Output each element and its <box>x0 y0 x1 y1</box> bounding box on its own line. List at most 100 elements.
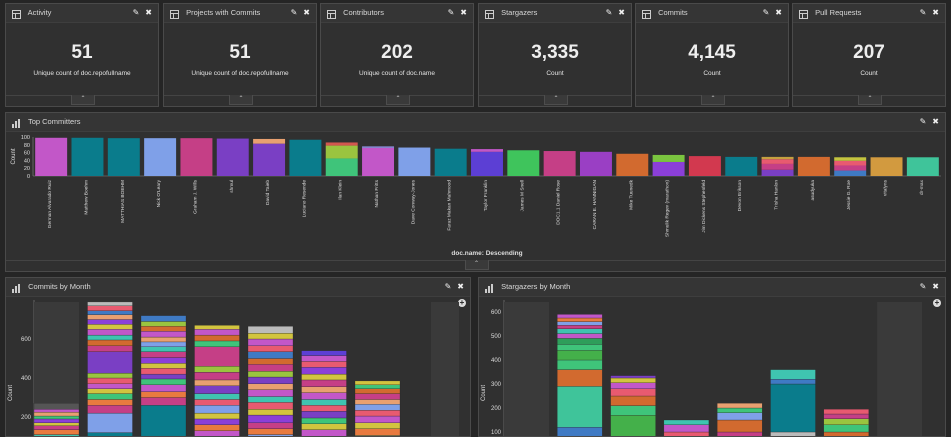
empty-bar-shade <box>504 302 549 436</box>
y-tick-label: 600 <box>491 310 502 316</box>
pencil-icon[interactable]: ✎ <box>291 8 298 17</box>
pencil-icon[interactable]: ✎ <box>606 8 613 17</box>
bar-segment <box>141 337 186 342</box>
y-tick-label: 100 <box>21 135 30 141</box>
chevron-up-icon[interactable]: ⌃ <box>386 95 410 105</box>
bar-segment <box>557 318 602 322</box>
bar-segment <box>141 331 186 337</box>
panel-header: Projects with Commits ✎✖ <box>164 4 316 23</box>
bar-chart-icon <box>485 282 494 291</box>
metric-label: Unique count of doc.repofullname <box>164 70 316 77</box>
metric-label: Count <box>636 70 788 77</box>
bar-segment <box>611 389 656 396</box>
bar-segment <box>834 161 866 166</box>
y-tick-label: 200 <box>21 415 32 421</box>
bar-segment <box>302 361 347 367</box>
panel-title: Stargazers by Month <box>501 282 570 291</box>
bar-segment <box>302 387 347 393</box>
bar-segment <box>302 393 347 400</box>
close-icon[interactable]: ✖ <box>775 8 782 17</box>
bar-segment <box>611 396 656 406</box>
pencil-icon[interactable]: ✎ <box>445 282 452 291</box>
x-tick-label: David Taieb <box>265 180 271 205</box>
metric-panel-activity: Activity ✎ ✖ 51 Unique count of doc.repof… <box>5 3 159 107</box>
chevron-up-icon[interactable]: ⌃ <box>701 95 725 105</box>
x-axis-label: doc.name: Descending <box>451 250 522 257</box>
bar-segment <box>725 157 757 176</box>
bar-segment <box>355 410 400 416</box>
bar-segment <box>355 381 400 385</box>
bar-segment <box>507 150 539 176</box>
pencil-icon[interactable]: ✎ <box>920 8 927 17</box>
close-icon[interactable]: ✖ <box>460 8 467 17</box>
bar-segment <box>34 435 79 436</box>
panel-title: Activity <box>28 8 52 17</box>
x-tick-label: Graham J. Wills <box>192 179 198 213</box>
bar-segment <box>141 379 186 385</box>
bar-segment <box>762 164 794 170</box>
bar-segment <box>557 370 602 387</box>
close-icon[interactable]: ✖ <box>618 8 625 17</box>
close-icon[interactable]: ✖ <box>303 8 310 17</box>
metric-label: Count <box>479 70 631 77</box>
bar-segment <box>88 346 133 352</box>
bar-segment <box>689 156 721 176</box>
close-icon[interactable]: ✖ <box>932 282 939 291</box>
bar-segment <box>88 378 133 384</box>
bar-segment <box>611 376 656 378</box>
bar-segment <box>88 335 133 340</box>
metric-panel-contributors: Contributors ✎✖ 202 Unique count of doc.… <box>320 3 474 107</box>
x-tick-label: Nathan Fritts <box>374 179 380 207</box>
x-tick-label: Jim Dickens Stephenfeld <box>701 180 707 233</box>
bar-segment <box>471 149 503 152</box>
panel-header: Stargazers by Month ✎ ✖ <box>479 278 945 297</box>
pencil-icon[interactable]: ✎ <box>448 8 455 17</box>
panel-title: Contributors <box>343 8 384 17</box>
close-icon[interactable]: ✖ <box>932 117 939 126</box>
bar-segment <box>253 139 285 144</box>
bar-segment <box>717 432 762 436</box>
chevron-up-icon[interactable]: ⌃ <box>544 95 568 105</box>
bar-segment <box>253 144 285 176</box>
chevron-up-icon[interactable]: ⌃ <box>229 95 253 105</box>
metric-panel-stargazers: Stargazers ✎✖ 3,335 Count ⌃ <box>478 3 632 107</box>
pencil-icon[interactable]: ✎ <box>133 8 140 17</box>
bar-segment <box>611 383 656 389</box>
panel-header: Commits ✎✖ <box>636 4 788 23</box>
bar-segment <box>302 411 347 418</box>
chevron-up-icon[interactable]: ⌃ <box>858 95 882 105</box>
bar-segment <box>195 394 240 400</box>
bar-segment <box>771 370 816 380</box>
bar-segment <box>195 325 240 329</box>
bar-segment <box>717 408 762 413</box>
bar-segment <box>834 157 866 161</box>
bar-segment <box>435 149 467 176</box>
x-tick-label: shmul <box>229 180 235 193</box>
x-tick-label: Devon Erikson <box>737 180 743 212</box>
chevron-up-icon[interactable]: ⌃ <box>465 260 489 270</box>
pencil-icon[interactable]: ✎ <box>920 282 927 291</box>
metric-value: 51 <box>164 42 316 64</box>
y-tick-label: 40 <box>24 158 30 164</box>
close-icon[interactable]: ✖ <box>932 8 939 17</box>
pencil-icon[interactable]: ✎ <box>763 8 770 17</box>
bar-segment <box>771 379 816 384</box>
bar-segment <box>88 394 133 400</box>
bar-segment <box>355 399 400 404</box>
chevron-up-icon[interactable]: ⌃ <box>71 95 95 105</box>
bar-segment <box>88 413 133 433</box>
bar-segment <box>217 139 249 176</box>
pencil-icon[interactable]: ✎ <box>920 117 927 126</box>
close-icon[interactable]: ✖ <box>145 8 152 17</box>
close-icon[interactable]: ✖ <box>457 282 464 291</box>
bar-segment <box>88 352 133 373</box>
bar-segment <box>326 142 358 145</box>
metric-label: Unique count of doc.repofullname <box>6 70 158 77</box>
metric-value: 51 <box>6 42 158 64</box>
bar-segment <box>88 405 133 413</box>
bar-segment <box>664 432 709 436</box>
panel-header: Contributors ✎ ✖ <box>321 4 473 23</box>
bar-segment <box>355 389 400 394</box>
